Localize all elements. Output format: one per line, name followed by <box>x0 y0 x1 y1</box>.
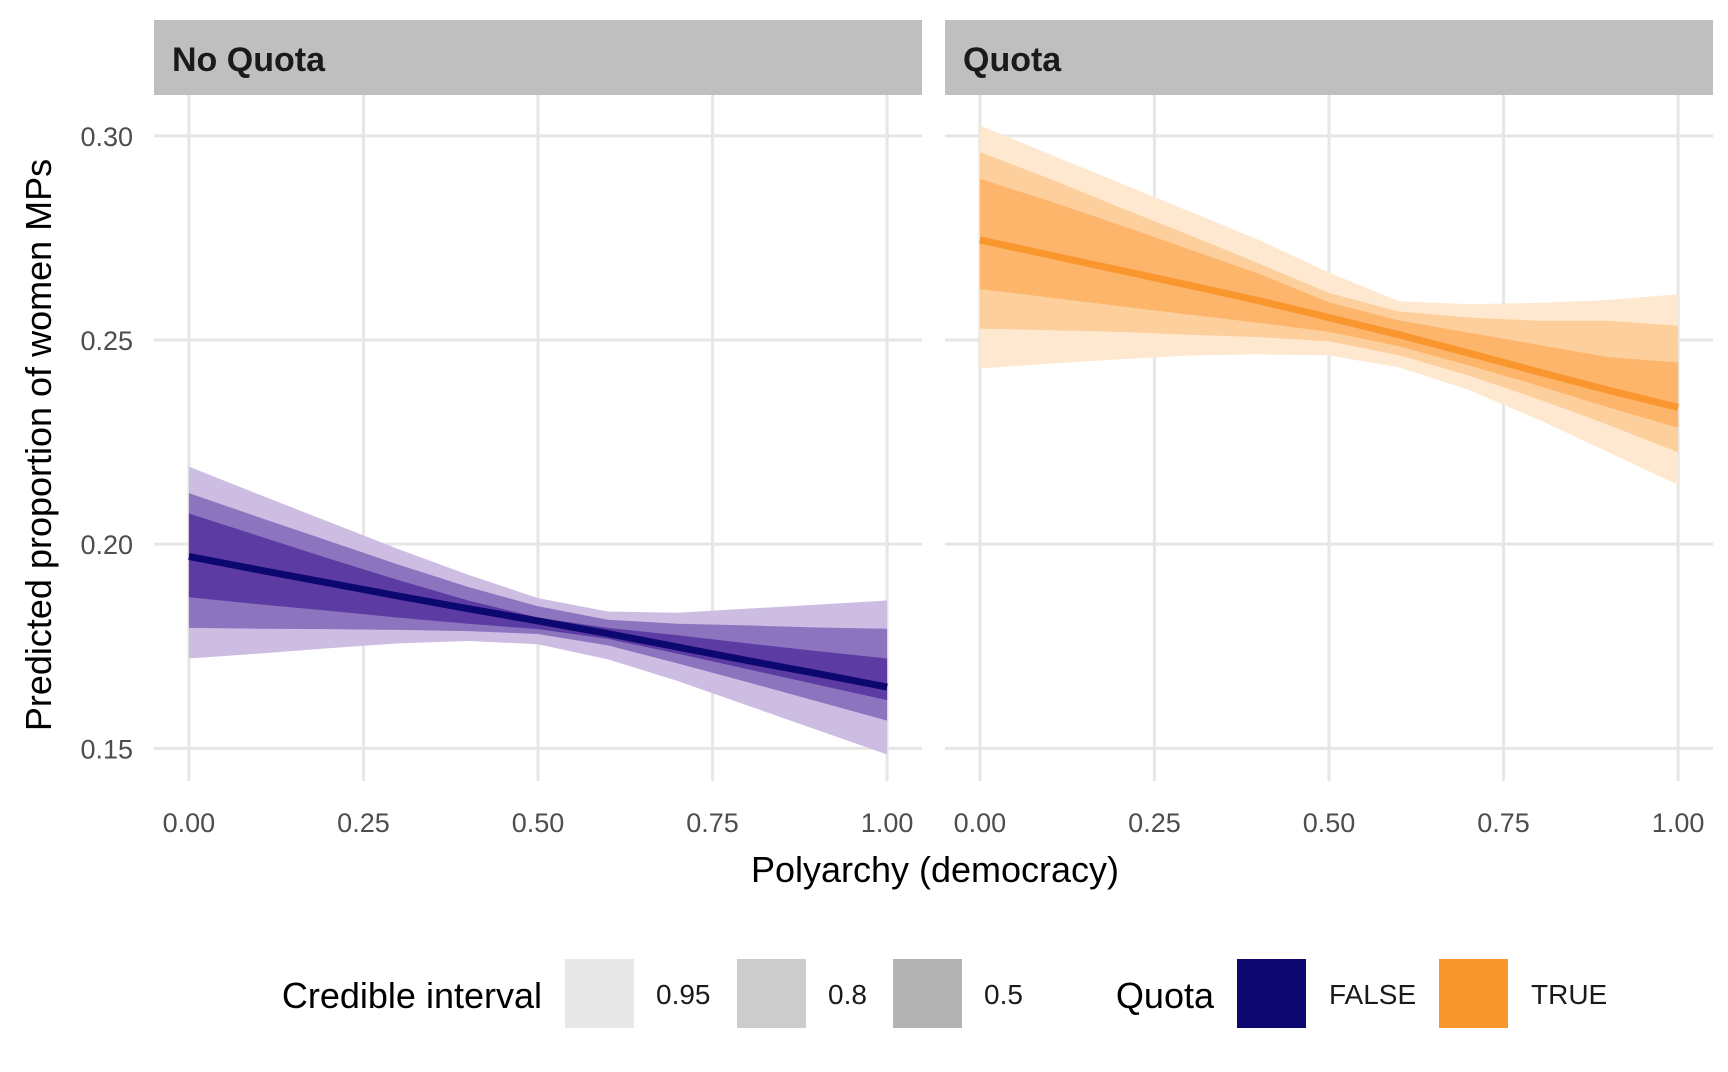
legend: Credible interval 0.95 0.8 0.5 Quota FALSE… <box>282 959 1607 1028</box>
x-tick-label: 0.00 <box>954 808 1007 838</box>
legend-interval-swatch <box>565 959 634 1028</box>
median-line <box>979 236 1679 411</box>
legend-interval-swatch <box>737 959 806 1028</box>
legend-quota-items: FALSE TRUE <box>1237 959 1607 1028</box>
legend-quota-swatch <box>1237 959 1306 1028</box>
legend-quota-title: Quota <box>1116 975 1215 1016</box>
y-tick-label: 0.15 <box>80 734 133 764</box>
legend-interval-label: 0.95 <box>656 979 711 1010</box>
y-axis-title: Predicted proportion of women MPs <box>18 159 59 731</box>
legend-quota-label: TRUE <box>1531 979 1607 1010</box>
legend-interval-swatch <box>893 959 962 1028</box>
legend-interval-items: 0.95 0.8 0.5 <box>565 959 1023 1028</box>
facet-strip-label: No Quota <box>172 41 326 79</box>
x-tick-label: 0.75 <box>686 808 739 838</box>
facet-strip <box>154 20 922 95</box>
y-tick-label: 0.30 <box>80 122 133 152</box>
x-tick-label: 0.50 <box>512 808 565 838</box>
ribbon-80 <box>188 493 888 721</box>
legend-interval-title: Credible interval <box>282 975 542 1016</box>
x-axis-title: Polyarchy (democracy) <box>751 849 1119 890</box>
x-tick-label: 1.00 <box>1652 808 1705 838</box>
legend-quota-label: FALSE <box>1329 979 1416 1010</box>
legend-quota-swatch <box>1439 959 1508 1028</box>
x-tick-label: 0.50 <box>1303 808 1356 838</box>
y-tick-label: 0.25 <box>80 326 133 356</box>
x-tick-label: 0.00 <box>163 808 216 838</box>
panel-quota: Quota 0.00 0.25 0.50 0.75 1.00 <box>945 20 1713 838</box>
panels-group: No Quota 0.00 0.25 0.50 0.75 1.00 Quota 0.00 0.2… <box>154 20 1713 838</box>
ribbon-80 <box>979 152 1679 453</box>
y-tick-label: 0.20 <box>80 530 133 560</box>
x-tick-label: 0.25 <box>337 808 390 838</box>
legend-interval-label: 0.8 <box>828 979 867 1010</box>
x-tick-label: 0.75 <box>1477 808 1530 838</box>
x-tick-label: 0.25 <box>1128 808 1181 838</box>
facet-strip <box>945 20 1713 95</box>
x-tick-label: 1.00 <box>861 808 914 838</box>
facet-strip-label: Quota <box>963 41 1062 79</box>
legend-interval-label: 0.5 <box>984 979 1023 1010</box>
panel-no-quota: No Quota 0.00 0.25 0.50 0.75 1.00 <box>154 20 922 838</box>
y-axis-ticks: 0.15 0.20 0.25 0.30 <box>80 122 133 764</box>
median-line <box>188 552 888 691</box>
